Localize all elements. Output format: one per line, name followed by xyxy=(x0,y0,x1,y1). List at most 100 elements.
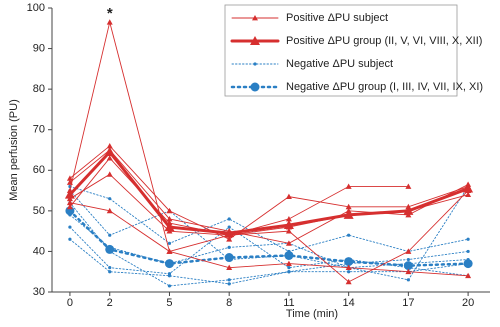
x-tick-label: 11 xyxy=(283,297,294,309)
y-tick-label: 40 xyxy=(33,245,45,257)
data-point xyxy=(345,278,352,285)
data-point xyxy=(287,270,291,274)
data-point xyxy=(345,264,352,271)
data-point xyxy=(285,228,292,234)
y-tick-label: 90 xyxy=(33,42,45,54)
y-axis-label: Mean perfusion (PU) xyxy=(8,99,20,201)
data-point xyxy=(227,278,231,282)
data-point xyxy=(226,236,233,242)
data-point xyxy=(66,175,73,181)
data-point xyxy=(66,199,73,206)
data-point xyxy=(466,237,470,241)
data-point xyxy=(465,191,472,198)
data-point xyxy=(106,155,113,161)
data-point xyxy=(466,249,470,254)
data-point xyxy=(167,284,172,288)
y-tick-label: 50 xyxy=(33,205,45,217)
x-tick-label: 17 xyxy=(402,297,414,309)
y-tick-label: 80 xyxy=(33,83,45,95)
data-point xyxy=(164,222,175,232)
legend-marker xyxy=(250,82,260,92)
y-tick-label: 100 xyxy=(27,2,45,14)
data-point xyxy=(66,179,73,185)
data-point xyxy=(285,240,292,246)
data-point xyxy=(285,260,292,266)
series-line xyxy=(69,202,469,277)
x-tick-label: 8 xyxy=(226,297,232,309)
series-line xyxy=(69,186,469,252)
legend-marker xyxy=(250,36,260,45)
annotation: * xyxy=(107,5,113,22)
data-point xyxy=(166,215,173,222)
data-point xyxy=(406,257,410,262)
x-tick-label: 2 xyxy=(107,297,113,309)
data-point xyxy=(465,272,472,279)
data-point xyxy=(405,248,412,254)
legend-label: Negative ΔPU group (I, III, IV, VII, IX,… xyxy=(286,81,483,93)
x-tick-label: 14 xyxy=(343,297,355,309)
data-point xyxy=(104,147,115,157)
y-tick-label: 70 xyxy=(33,124,45,136)
series-line xyxy=(69,173,469,283)
data-point xyxy=(106,207,113,214)
x-tick-label: 5 xyxy=(166,297,172,309)
series-line xyxy=(69,157,469,236)
series-line xyxy=(69,238,469,285)
data-point xyxy=(403,261,413,271)
data-point xyxy=(105,244,115,254)
data-point xyxy=(285,215,292,222)
data-point xyxy=(463,259,473,269)
y-tick-label: 60 xyxy=(33,164,45,176)
y-tick-label: 30 xyxy=(33,286,45,298)
data-point xyxy=(343,209,354,219)
legend-label: Negative ΔPU subject xyxy=(286,58,393,70)
series-line xyxy=(69,186,469,281)
legend-label: Positive ΔPU group (II, V, VI, VIII, X, … xyxy=(286,35,482,47)
data-point xyxy=(287,266,291,270)
data-point xyxy=(68,225,72,229)
data-point xyxy=(227,225,231,229)
data-point xyxy=(405,183,412,189)
data-point xyxy=(463,183,474,193)
series-line xyxy=(69,149,469,244)
series-line xyxy=(69,226,469,277)
data-point xyxy=(345,183,352,189)
series-line xyxy=(68,149,470,235)
data-point xyxy=(344,257,354,267)
data-point xyxy=(108,270,112,274)
x-axis-label: Time (min) xyxy=(286,308,338,320)
data-point xyxy=(224,253,234,263)
series-line xyxy=(68,209,470,267)
data-point xyxy=(64,189,75,199)
data-point xyxy=(108,266,112,270)
data-point xyxy=(68,237,72,241)
x-tick-label: 0 xyxy=(67,297,73,309)
data-point xyxy=(167,274,172,278)
data-point xyxy=(284,250,294,260)
series-line xyxy=(69,145,469,240)
data-point xyxy=(405,268,412,275)
data-point xyxy=(227,245,231,249)
legend-label: Positive ΔPU subject xyxy=(286,12,388,24)
data-point xyxy=(167,241,172,245)
data-point xyxy=(226,264,233,271)
data-point xyxy=(108,197,112,201)
data-point xyxy=(285,193,292,200)
data-point xyxy=(227,282,231,286)
legend-marker xyxy=(253,62,257,66)
x-tick-label: 20 xyxy=(462,297,474,309)
data-point xyxy=(347,233,351,237)
legend-marker xyxy=(252,15,258,21)
data-point xyxy=(166,207,173,214)
data-point xyxy=(164,259,174,269)
data-point xyxy=(106,171,113,177)
series-line xyxy=(69,202,469,287)
data-point xyxy=(166,248,173,254)
data-point xyxy=(345,203,352,210)
legend-box xyxy=(224,4,458,97)
data-point xyxy=(66,203,73,210)
data-point xyxy=(403,205,414,215)
data-point xyxy=(283,220,294,230)
data-point xyxy=(347,270,351,274)
